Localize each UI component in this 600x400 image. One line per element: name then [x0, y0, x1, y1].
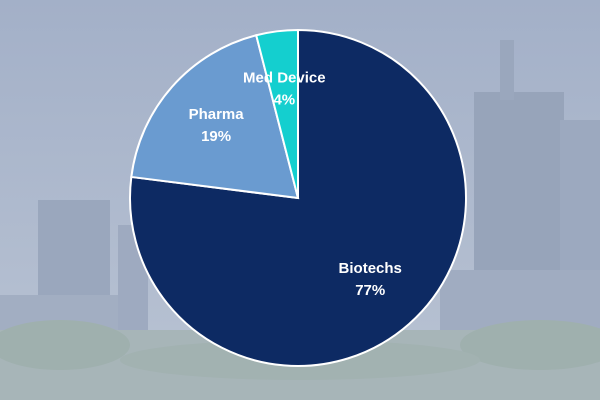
slice-label: Biotechs — [339, 260, 402, 277]
pie: Biotechs 77% Pharma 19% Med Device 4% — [129, 28, 467, 367]
pie-slice — [255, 28, 299, 199]
slice-value-label: 77% — [355, 282, 385, 299]
slice-value-label: 4% — [273, 92, 295, 109]
slice-value-label: 19% — [201, 128, 231, 145]
pie-slice — [129, 28, 467, 367]
slice-label: Med Device — [243, 70, 326, 87]
slice-label: Pharma — [189, 106, 245, 123]
pie-slice — [130, 34, 300, 200]
